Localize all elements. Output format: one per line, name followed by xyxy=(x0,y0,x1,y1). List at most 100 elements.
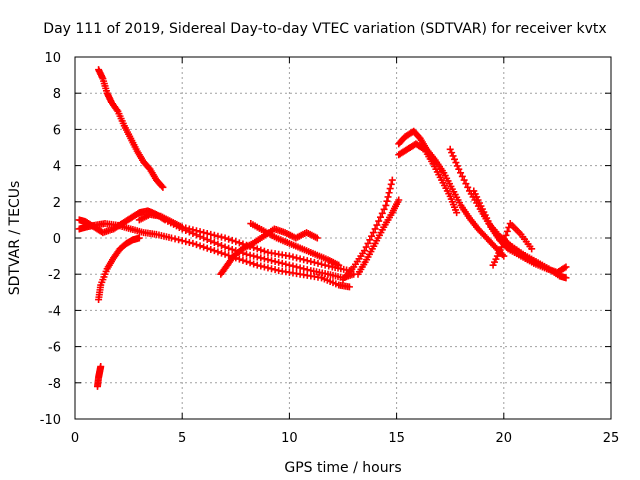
data-point xyxy=(246,259,254,267)
x-tick-label: 5 xyxy=(178,431,186,446)
data-point xyxy=(285,252,293,260)
data-point xyxy=(300,256,308,264)
data-point xyxy=(501,235,509,243)
data-point xyxy=(167,234,175,242)
data-point xyxy=(257,254,265,262)
data-point xyxy=(458,172,466,180)
data-point xyxy=(253,245,261,253)
series-arc-8 xyxy=(247,220,343,269)
data-point xyxy=(384,193,392,201)
data-point xyxy=(387,180,395,188)
data-point xyxy=(369,229,377,237)
data-point xyxy=(289,262,297,270)
data-point xyxy=(113,106,121,114)
data-point xyxy=(345,283,353,291)
data-point xyxy=(371,225,379,233)
data-point xyxy=(210,231,218,239)
data-point xyxy=(325,262,333,270)
data-point xyxy=(362,243,370,251)
data-point xyxy=(452,159,460,167)
data-point xyxy=(503,227,511,235)
data-point xyxy=(182,224,190,232)
data-points xyxy=(75,66,570,390)
data-point xyxy=(271,258,279,266)
data-point xyxy=(453,209,461,217)
data-point xyxy=(386,185,394,193)
data-point xyxy=(232,238,240,246)
series-arc-6 xyxy=(135,210,353,275)
data-point xyxy=(235,239,243,247)
data-point xyxy=(196,242,204,250)
data-point xyxy=(260,255,268,263)
data-point xyxy=(185,225,193,233)
data-point xyxy=(377,213,385,221)
data-point xyxy=(158,182,166,190)
data-point xyxy=(203,236,211,244)
grid xyxy=(75,57,611,419)
data-point xyxy=(246,251,254,259)
data-point xyxy=(196,228,204,236)
data-point xyxy=(464,183,472,191)
data-point xyxy=(385,189,393,197)
data-point xyxy=(135,234,143,242)
data-point xyxy=(218,249,226,257)
data-point xyxy=(388,176,396,184)
data-point xyxy=(200,229,208,237)
series-arc-10 xyxy=(354,196,403,278)
data-point xyxy=(225,235,233,243)
data-point xyxy=(271,266,279,274)
series-arc-9 xyxy=(339,176,396,284)
data-point xyxy=(159,183,167,191)
data-point xyxy=(264,256,272,264)
data-point xyxy=(257,262,265,270)
data-point xyxy=(285,261,293,269)
data-point xyxy=(214,248,222,256)
data-point xyxy=(218,242,226,250)
data-point xyxy=(268,257,276,265)
data-point xyxy=(382,201,390,209)
series-arc-14 xyxy=(470,187,570,276)
data-point xyxy=(278,259,286,267)
y-tick-label: 0 xyxy=(53,232,61,247)
data-point xyxy=(289,253,297,261)
data-point xyxy=(500,252,508,260)
x-tick-label: 15 xyxy=(388,431,405,446)
data-point xyxy=(293,263,301,271)
data-point xyxy=(453,162,461,170)
data-point xyxy=(214,232,222,240)
data-point xyxy=(250,252,258,260)
x-tick-label: 25 xyxy=(603,431,620,446)
data-point xyxy=(253,253,261,261)
data-point xyxy=(502,231,510,239)
data-point xyxy=(178,223,186,231)
data-point xyxy=(528,245,536,253)
data-point xyxy=(218,233,226,241)
data-point xyxy=(185,239,193,247)
y-axis-label: SDTVAR / TECUs xyxy=(7,181,23,296)
data-point xyxy=(360,247,368,255)
y-tick-label: 6 xyxy=(53,123,61,138)
data-point xyxy=(207,230,215,238)
data-point xyxy=(307,258,315,266)
series-arc-4 xyxy=(75,207,358,282)
data-point xyxy=(192,241,200,249)
data-point xyxy=(460,176,468,184)
data-point xyxy=(221,250,229,258)
y-tick-label: 2 xyxy=(53,196,61,211)
y-tick-label: 10 xyxy=(44,51,61,66)
series-arc-3 xyxy=(94,363,105,390)
data-point xyxy=(335,261,343,269)
data-point xyxy=(239,256,247,264)
x-axis-label: GPS time / hours xyxy=(284,460,401,476)
data-point xyxy=(189,226,197,234)
data-point xyxy=(449,152,457,160)
data-point xyxy=(561,264,569,272)
data-point xyxy=(192,227,200,235)
data-point xyxy=(260,247,268,255)
data-point xyxy=(235,255,243,263)
data-point xyxy=(380,205,388,213)
y-tick-label: 4 xyxy=(53,160,61,175)
data-point xyxy=(275,258,283,266)
data-point xyxy=(243,258,251,266)
data-point xyxy=(318,260,326,268)
